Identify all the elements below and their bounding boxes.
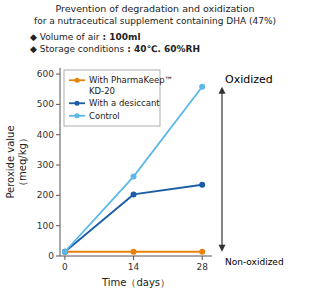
legend-label-line: With a desiccant (89, 98, 160, 108)
arrow-head (219, 87, 226, 94)
chart: Prevention of degradation and oxidizatio… (0, 0, 310, 303)
info-label: ◆ Storage conditions (30, 44, 124, 54)
info-line: ◆ Storage conditions : 40℃. 60%RH (30, 44, 200, 54)
axes: 0 14 28 0 100 200 300 400 500 600 (37, 68, 212, 272)
y-axis-title-line: Peroxide value (5, 125, 16, 198)
legend-label: Control (89, 111, 120, 121)
series-point (131, 191, 137, 197)
title: Prevention of degradation and oxidizatio… (55, 3, 254, 14)
series-point (62, 249, 68, 255)
legend-label: With PharmaKeep™KD-20 (89, 75, 173, 96)
x-tick-label: 14 (128, 262, 140, 272)
y-tick-label: 500 (37, 99, 54, 109)
range-arrow (219, 87, 226, 252)
y-tick-label: 100 (37, 221, 54, 231)
series-point (199, 84, 205, 90)
y-tick-label: 600 (37, 69, 54, 79)
y-tick (56, 256, 60, 257)
legend-marker (75, 101, 80, 106)
legend-label-line: Control (89, 111, 120, 121)
series-point (199, 249, 205, 255)
legend-marker (75, 113, 80, 118)
y-tick-label: 0 (48, 251, 54, 261)
arrow-shaft (221, 92, 222, 247)
legend-label-line: KD-20 (89, 86, 115, 96)
y-axis-line (60, 68, 61, 256)
legend: With PharmaKeep™KD-20 With a desiccant Con… (64, 70, 173, 126)
y-tick (56, 74, 60, 75)
legend-label: With a desiccant (89, 98, 160, 108)
y-tick-label: 400 (37, 130, 54, 140)
series-point (199, 182, 205, 188)
series-line (65, 185, 202, 252)
series-point (131, 249, 137, 255)
y-tick (56, 195, 60, 196)
x-tick-label: 28 (196, 262, 208, 272)
arrow-head (219, 245, 226, 252)
info-value: : 40℃. 60%RH (124, 44, 200, 54)
y-tick (56, 225, 60, 226)
series-point (62, 249, 68, 255)
y-tick (56, 104, 60, 105)
x-tick-label: 0 (62, 262, 68, 272)
legend-label-line: With PharmaKeep™ (89, 75, 173, 85)
y-tick-label: 300 (37, 160, 54, 170)
y-axis-title-line: （meq/kg） (17, 133, 28, 191)
y-tick (56, 165, 60, 166)
info-label: ◆ Volume of air (30, 32, 100, 42)
annotation: Non-oxidized (225, 257, 284, 267)
x-axis-title: Time（days） (101, 277, 170, 288)
y-tick (56, 134, 60, 135)
series-point (62, 249, 68, 255)
subtitle: for a nutraceutical supplement containin… (34, 16, 276, 26)
x-tick (64, 256, 65, 260)
x-tick (133, 256, 134, 260)
x-axis-line (60, 256, 212, 257)
x-tick (202, 256, 203, 260)
legend-marker (75, 78, 80, 83)
info-value: : 100ml (99, 32, 140, 42)
y-tick-label: 200 (37, 190, 54, 200)
y-axis-title: Peroxide value（meq/kg） (5, 125, 28, 198)
annotation: Oxidized (225, 73, 273, 86)
info-line: ◆ Volume of air : 100ml (30, 32, 141, 42)
series-point (131, 174, 137, 180)
